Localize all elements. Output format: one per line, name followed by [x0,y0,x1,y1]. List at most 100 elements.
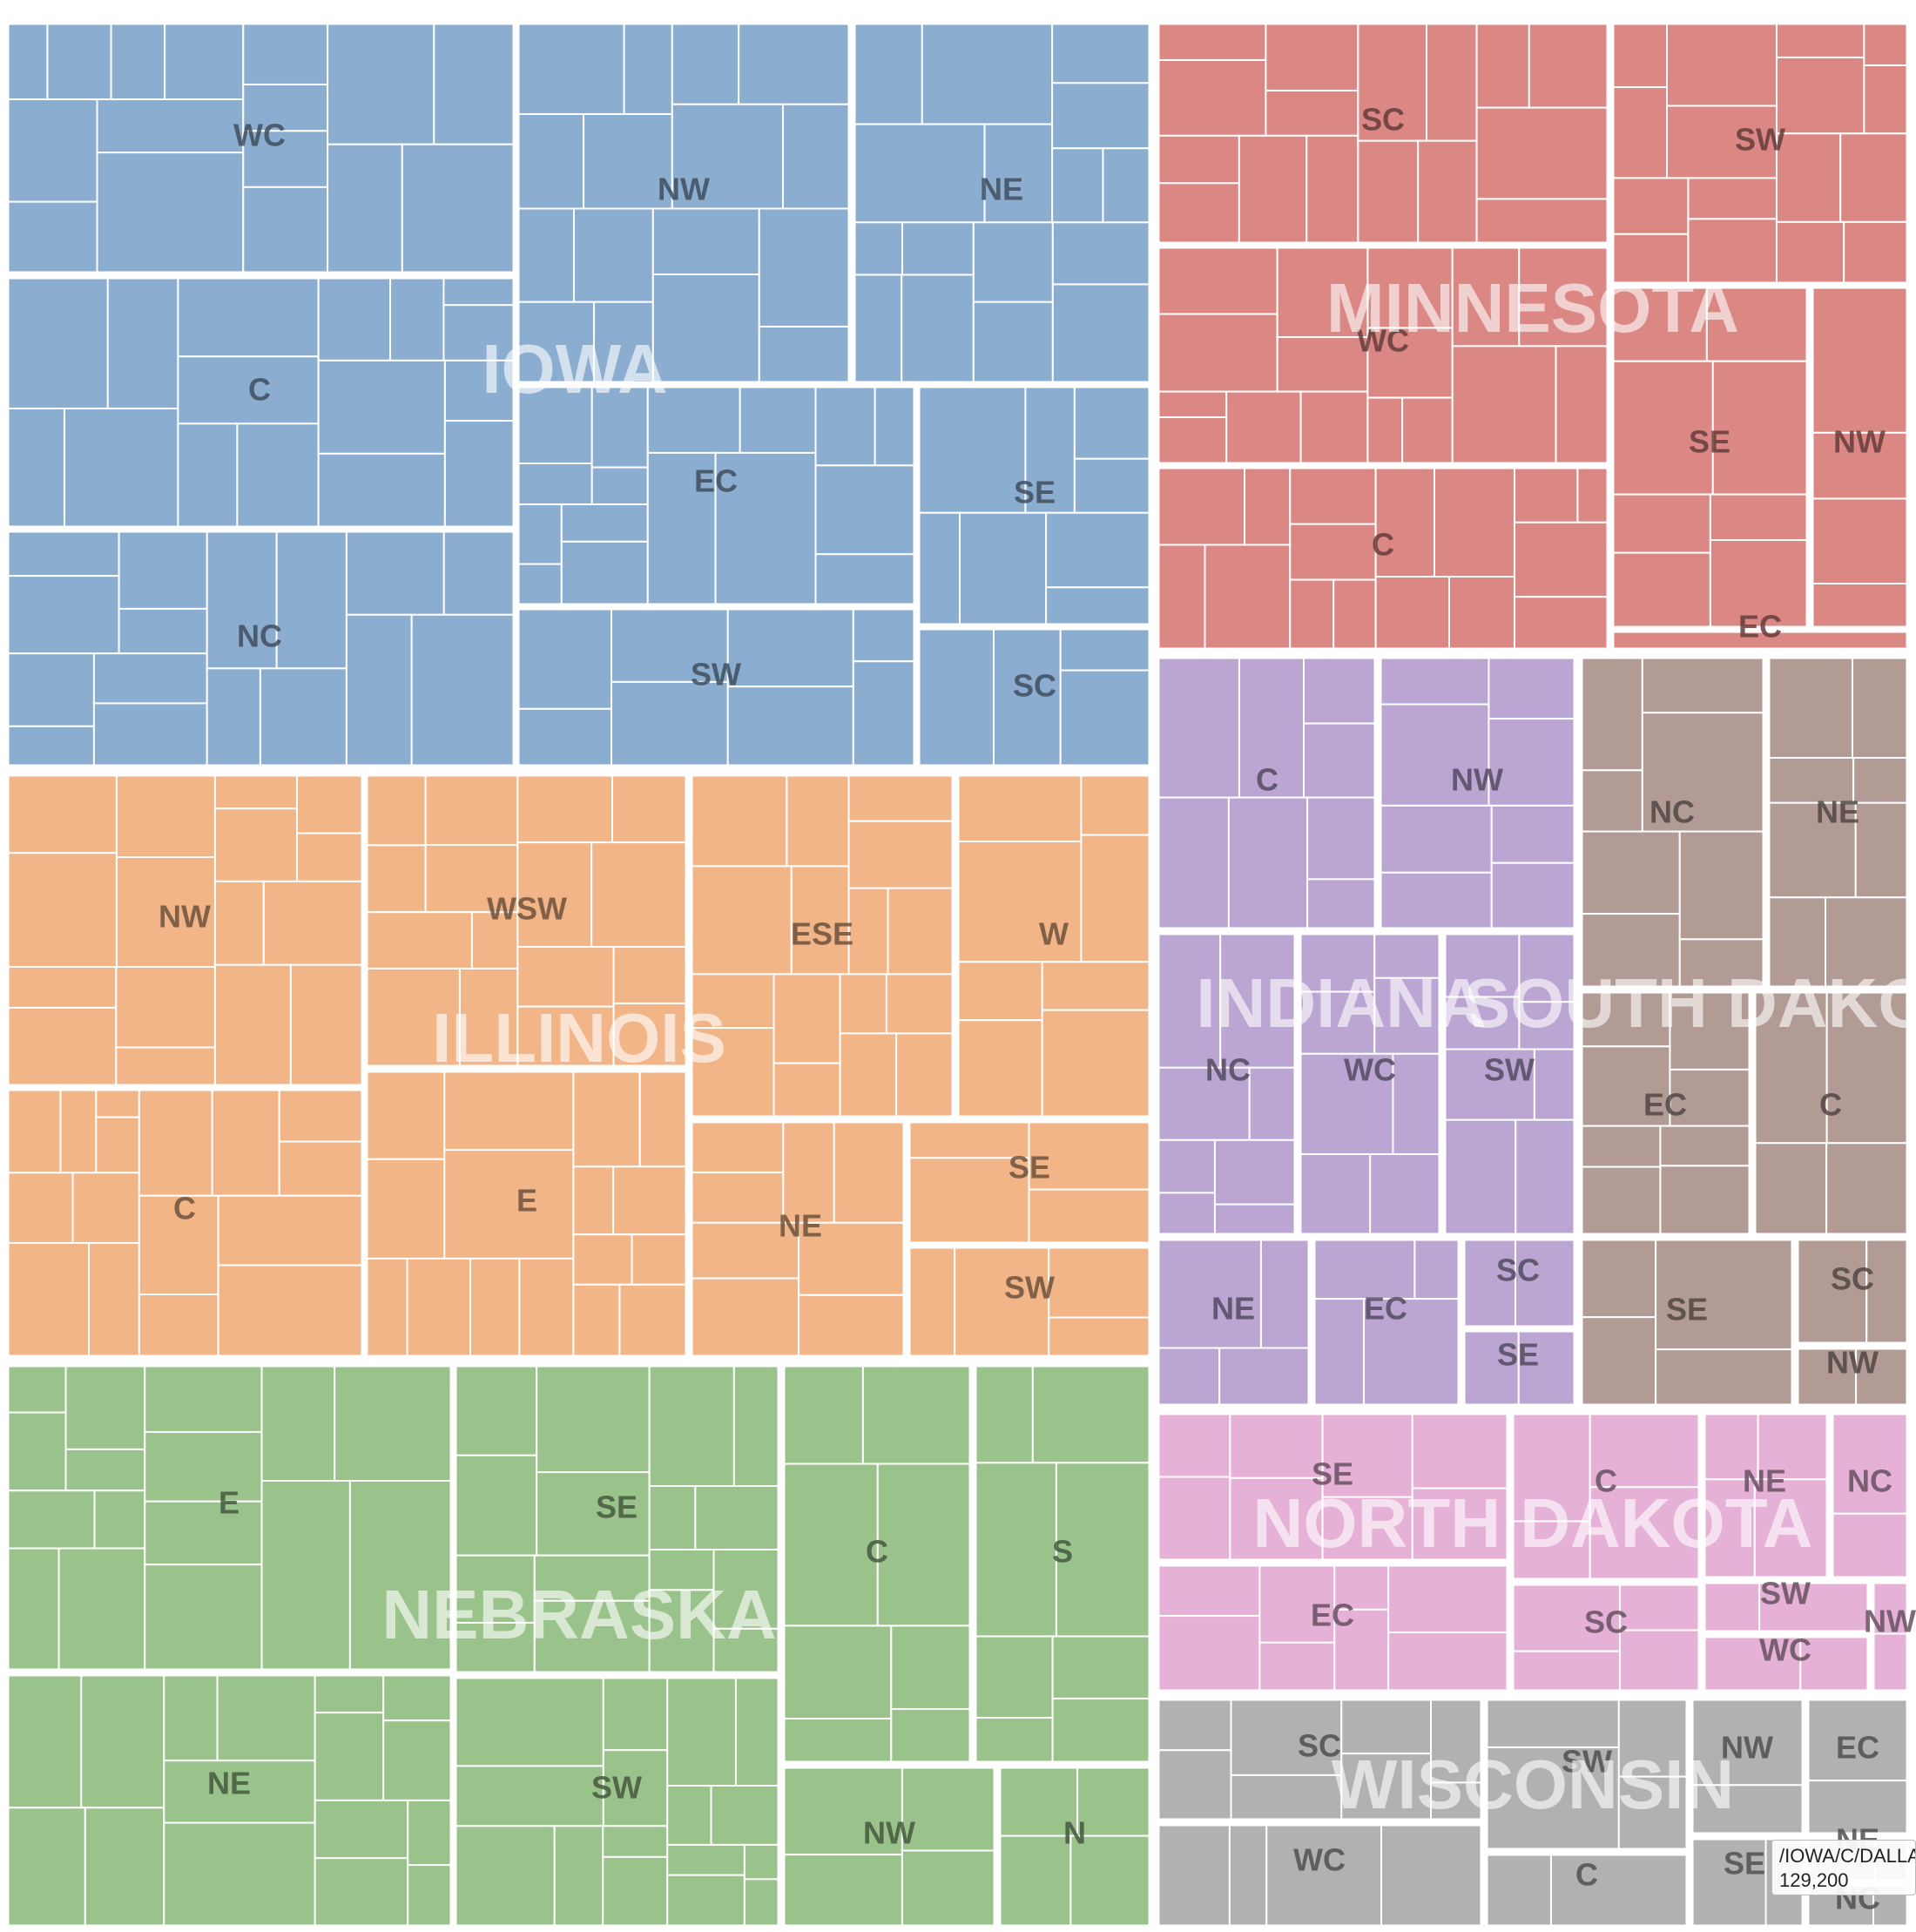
county-cell[interactable] [1825,1142,1909,1236]
county-cell[interactable] [1028,1188,1152,1245]
county-cell[interactable] [782,103,851,210]
county-cell[interactable] [1806,1780,1909,1835]
region-minnesota-nw[interactable] [1809,284,1911,631]
county-cell[interactable] [1511,1650,1621,1692]
county-cell[interactable] [1299,932,1376,993]
county-cell[interactable] [206,667,261,767]
county-cell[interactable] [1157,1138,1216,1194]
county-cell[interactable] [406,1257,472,1359]
county-cell[interactable] [734,1676,781,1787]
county-cell[interactable] [516,841,593,949]
county-cell[interactable] [726,686,854,768]
county-cell[interactable] [814,464,917,556]
county-cell[interactable] [1703,1581,1761,1633]
region-nebraska-ne[interactable] [4,1672,455,1929]
county-cell[interactable] [901,221,975,276]
county-cell[interactable] [612,946,688,1004]
county-cell[interactable] [260,1480,351,1672]
region-iowa-ec[interactable] [515,383,918,608]
county-cell[interactable] [211,1088,280,1197]
county-cell[interactable] [1299,390,1369,465]
county-cell[interactable] [278,1140,365,1197]
region-indiana-ne[interactable] [1155,1236,1312,1408]
region-nebraska-sw[interactable] [452,1674,782,1929]
county-cell[interactable] [887,887,955,976]
county-cell[interactable] [690,865,793,976]
county-cell[interactable] [1374,576,1450,651]
county-cell[interactable] [1839,132,1910,223]
county-cell[interactable] [1051,283,1151,385]
county-cell[interactable] [6,652,95,727]
county-cell[interactable] [1357,139,1420,246]
county-cell[interactable] [1852,757,1910,804]
county-cell[interactable] [1533,1048,1576,1121]
county-cell[interactable] [1589,1412,1702,1489]
county-cell[interactable] [533,1599,651,1675]
county-cell[interactable] [1576,466,1609,524]
county-cell[interactable] [138,1194,219,1296]
county-cell[interactable] [118,607,208,655]
county-cell[interactable] [1312,1298,1366,1408]
county-cell[interactable] [1443,1118,1517,1236]
county-cell[interactable] [1767,656,1854,760]
county-cell[interactable] [1611,177,1690,235]
county-cell[interactable] [1690,1784,1805,1835]
county-cell[interactable] [110,22,166,100]
county-cell[interactable] [96,152,245,274]
county-cell[interactable] [454,1676,604,1767]
county-cell[interactable] [516,607,613,710]
county-cell[interactable] [217,1194,364,1267]
county-cell[interactable] [516,22,625,115]
region-north-dakota-sc[interactable] [1509,1581,1703,1694]
county-cell[interactable] [59,1088,98,1174]
region-minnesota-sw[interactable] [1609,20,1911,287]
county-cell[interactable] [1230,1698,1343,1776]
county-cell[interactable] [1157,182,1240,245]
county-cell[interactable] [144,1364,263,1433]
county-cell[interactable] [6,852,118,969]
county-cell[interactable] [1425,22,1478,142]
county-cell[interactable] [623,22,673,115]
county-cell[interactable] [1076,1766,1151,1837]
county-cell[interactable] [1589,1486,1702,1581]
county-cell[interactable] [690,773,788,868]
county-cell[interactable] [917,627,995,767]
region-illinois-se[interactable] [906,1118,1153,1246]
county-cell[interactable] [1332,578,1377,652]
region-indiana-c[interactable] [1155,654,1379,932]
county-cell[interactable] [1611,22,1669,89]
county-cell[interactable] [572,1165,615,1236]
county-cell[interactable] [798,1294,906,1359]
region-north-dakota-ne[interactable] [1701,1410,1831,1581]
county-cell[interactable] [401,143,516,274]
county-cell[interactable] [348,1480,453,1672]
county-cell[interactable] [1811,286,1909,434]
county-cell[interactable] [1289,523,1377,581]
county-cell[interactable] [666,1676,737,1787]
region-illinois-ne[interactable] [688,1118,907,1360]
county-cell[interactable] [6,1411,67,1492]
county-cell[interactable] [6,1241,91,1358]
county-cell[interactable] [1157,466,1246,546]
county-cell[interactable] [163,1760,316,1824]
county-cell[interactable] [1666,22,1778,107]
county-cell[interactable] [1048,1316,1151,1359]
county-cell[interactable] [80,1673,165,1809]
region-nebraska-n[interactable] [996,1764,1153,1929]
county-cell[interactable] [853,123,986,224]
county-cell[interactable] [1051,221,1151,286]
region-indiana-nc[interactable] [1155,930,1299,1238]
region-indiana-sw[interactable] [1441,930,1578,1238]
region-wisconsin-sc[interactable] [1155,1696,1485,1823]
county-cell[interactable] [917,385,1027,514]
county-cell[interactable] [782,1854,903,1928]
county-cell[interactable] [590,841,688,949]
county-cell[interactable] [1641,656,1765,714]
county-cell[interactable] [602,1855,669,1929]
county-cell[interactable] [382,1673,454,1722]
region-nebraska-s[interactable] [972,1362,1153,1766]
county-cell[interactable] [1229,1412,1324,1479]
county-cell[interactable] [917,511,961,626]
county-cell[interactable] [638,1070,689,1168]
county-cell[interactable] [690,1221,800,1280]
